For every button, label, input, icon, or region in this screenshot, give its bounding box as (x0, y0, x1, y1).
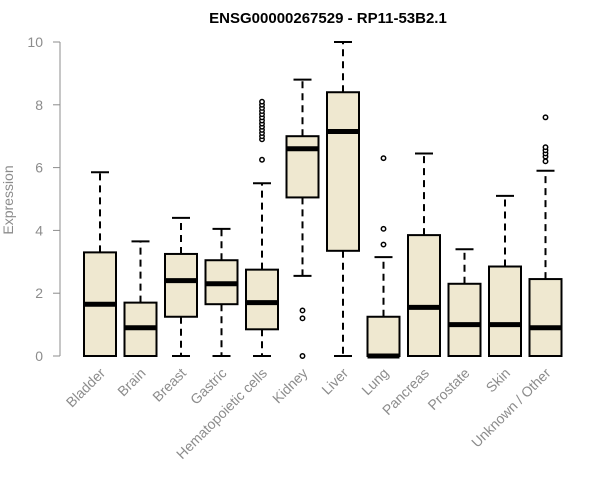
y-tick-label: 10 (27, 34, 43, 50)
x-category-label: Lung (358, 365, 391, 398)
x-category-label: Prostate (424, 365, 472, 413)
outlier-point (380, 241, 387, 248)
box-group (326, 41, 360, 357)
outlier-point (542, 144, 549, 151)
box-group (164, 216, 198, 357)
box-group (528, 114, 563, 358)
y-tick-label: 6 (35, 160, 43, 176)
x-category-label: Liver (318, 365, 351, 398)
box-series (83, 41, 563, 359)
box-iqr (245, 268, 279, 331)
box-iqr (326, 91, 360, 252)
box-group (245, 98, 279, 357)
y-axis-label: Expression (0, 165, 16, 234)
box-group (407, 152, 441, 357)
outlier-point (542, 158, 549, 165)
y-tick-label: 8 (35, 97, 43, 113)
box-group (204, 227, 239, 357)
x-category-label: Breast (149, 365, 189, 405)
x-category-label: Kidney (269, 365, 311, 407)
chart-title: ENSG00000267529 - RP11-53B2.1 (209, 10, 447, 27)
box-group (123, 240, 158, 357)
box-iqr (528, 278, 563, 358)
x-category-label: Bladder (63, 365, 109, 411)
x-category-label: Skin (483, 365, 514, 396)
outlier-point (259, 156, 265, 163)
outlier-point (380, 225, 387, 232)
y-tick-label: 4 (35, 222, 43, 238)
y-tick-label: 2 (35, 285, 43, 301)
box-iqr (164, 252, 198, 318)
box-iqr (366, 315, 401, 357)
outlier-point (259, 98, 265, 105)
y-tick-label: 0 (35, 348, 43, 364)
box-iqr (285, 135, 320, 199)
box-group (83, 171, 117, 358)
box-group (488, 194, 522, 358)
box-group (366, 155, 401, 359)
box-iqr (407, 234, 441, 357)
outlier-point (299, 315, 306, 322)
outlier-point (542, 114, 549, 121)
box-group (285, 78, 320, 359)
outlier-point (380, 155, 387, 162)
box-group (447, 248, 482, 357)
x-category-label: Brain (114, 365, 148, 399)
outlier-point (299, 307, 306, 314)
y-axis: 0 2 4 6 8 10 (27, 34, 61, 364)
box-iqr (488, 265, 522, 358)
outlier-point (299, 353, 306, 359)
box-iqr (447, 282, 482, 357)
